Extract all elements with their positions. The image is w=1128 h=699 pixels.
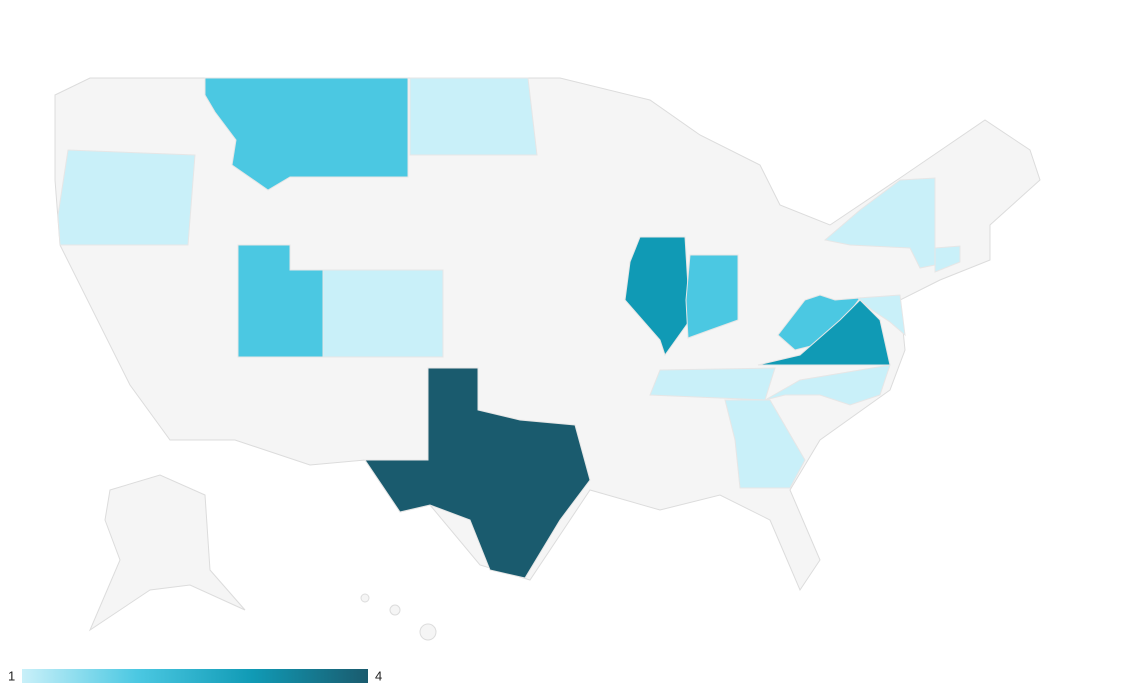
legend-max: 4: [375, 668, 382, 683]
states: [57, 77, 961, 579]
land: [360, 593, 370, 603]
state: [57, 149, 196, 246]
state: [934, 245, 961, 273]
state: [724, 399, 806, 489]
land: [88, 474, 246, 632]
state: [856, 294, 906, 337]
legend-min: 1: [8, 668, 15, 683]
state: [624, 236, 691, 357]
state: [204, 77, 409, 191]
legend-bar: [22, 669, 368, 683]
land: [419, 623, 437, 641]
state: [685, 254, 739, 339]
state: [764, 364, 891, 406]
land: [389, 604, 401, 616]
state: [322, 269, 444, 358]
map-base: [54, 77, 1041, 641]
state: [409, 77, 538, 156]
state: [649, 367, 776, 401]
state: [364, 367, 591, 579]
